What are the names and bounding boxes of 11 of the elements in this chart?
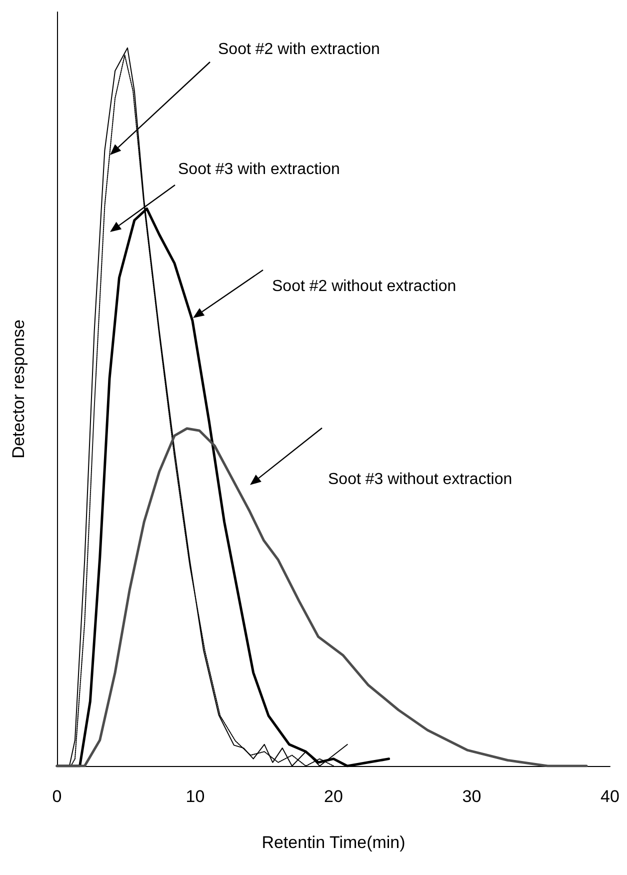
annotation: Soot #2 with extraction bbox=[218, 41, 380, 58]
annotation: Soot #2 without extraction bbox=[272, 278, 456, 296]
x-tick-label: 10 bbox=[186, 787, 205, 806]
x-tick-label: 40 bbox=[600, 787, 620, 806]
x-tick-label: 30 bbox=[462, 787, 482, 806]
annotation: Soot #3 without extraction bbox=[328, 471, 512, 488]
annotation: Soot #3 with extraction bbox=[178, 161, 340, 178]
x-tick-label: 20 bbox=[324, 787, 343, 806]
x-axis-title: Retentin Time(min) bbox=[262, 833, 406, 852]
y-axis-title: Detector response bbox=[9, 320, 28, 458]
x-tick-label: 0 bbox=[52, 787, 62, 806]
